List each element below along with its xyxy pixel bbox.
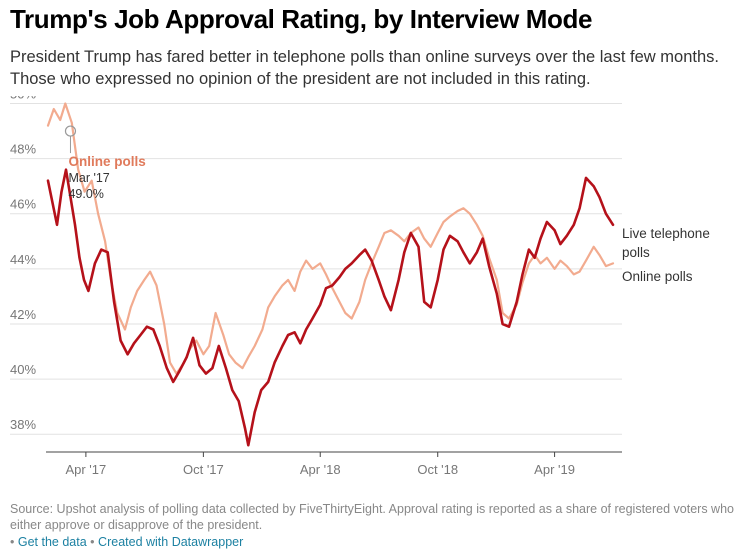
phone-end-label: Live telephone (622, 226, 710, 241)
annotation-marker (64, 125, 77, 137)
footer-links: • Get the data • Created with Datawrappe… (10, 534, 737, 550)
annotation-series-label: Online polls (68, 154, 145, 169)
y-tick-label: 50% (10, 96, 36, 102)
annotation-value-label: 49.0% (68, 187, 103, 201)
footer: Source: Upshot analysis of polling data … (10, 501, 737, 550)
chart-subtitle: President Trump has fared better in tele… (10, 48, 719, 88)
y-tick-label: 40% (10, 362, 36, 377)
annotation: Online polls Mar '17 49.0% (64, 125, 146, 201)
datawrapper-link[interactable]: Created with Datawrapper (98, 535, 244, 549)
x-tick-label: Apr '17 (65, 462, 106, 477)
y-tick-label: 48% (10, 142, 36, 157)
y-tick-label: 42% (10, 307, 36, 322)
y-tick-label: 44% (10, 252, 36, 267)
get-data-link[interactable]: Get the data (17, 535, 87, 549)
x-tick-label: Apr '19 (534, 462, 575, 477)
x-tick-label: Oct '17 (183, 462, 224, 477)
phone-polls-line (46, 168, 615, 447)
online-end-label: Online polls (622, 269, 693, 284)
gridlines (10, 103, 622, 435)
y-tick-label: 38% (10, 417, 36, 432)
chart-title: Trump's Job Approval Rating, by Intervie… (10, 4, 593, 34)
x-tick-label: Oct '18 (417, 462, 458, 477)
y-tick-label: 46% (10, 197, 36, 212)
footer-bullet: • (90, 535, 95, 549)
source-note: Source: Upshot analysis of polling data … (10, 502, 734, 532)
x-axis: Apr '17 Oct '17 Apr '18 Oct '18 Apr '19 (46, 451, 622, 477)
x-tick-label: Apr '18 (300, 462, 341, 477)
series-lines (46, 102, 615, 447)
phone-end-label-line2: polls (622, 245, 650, 260)
online-polls-line (46, 102, 615, 375)
y-axis-tick-labels: 38% 40% 42% 44% 46% 48% 50% (10, 96, 36, 432)
footer-bullet: • (10, 535, 15, 549)
annotation-date-label: Mar '17 (68, 171, 109, 185)
series-end-labels: Live telephone polls Online polls (622, 226, 710, 284)
